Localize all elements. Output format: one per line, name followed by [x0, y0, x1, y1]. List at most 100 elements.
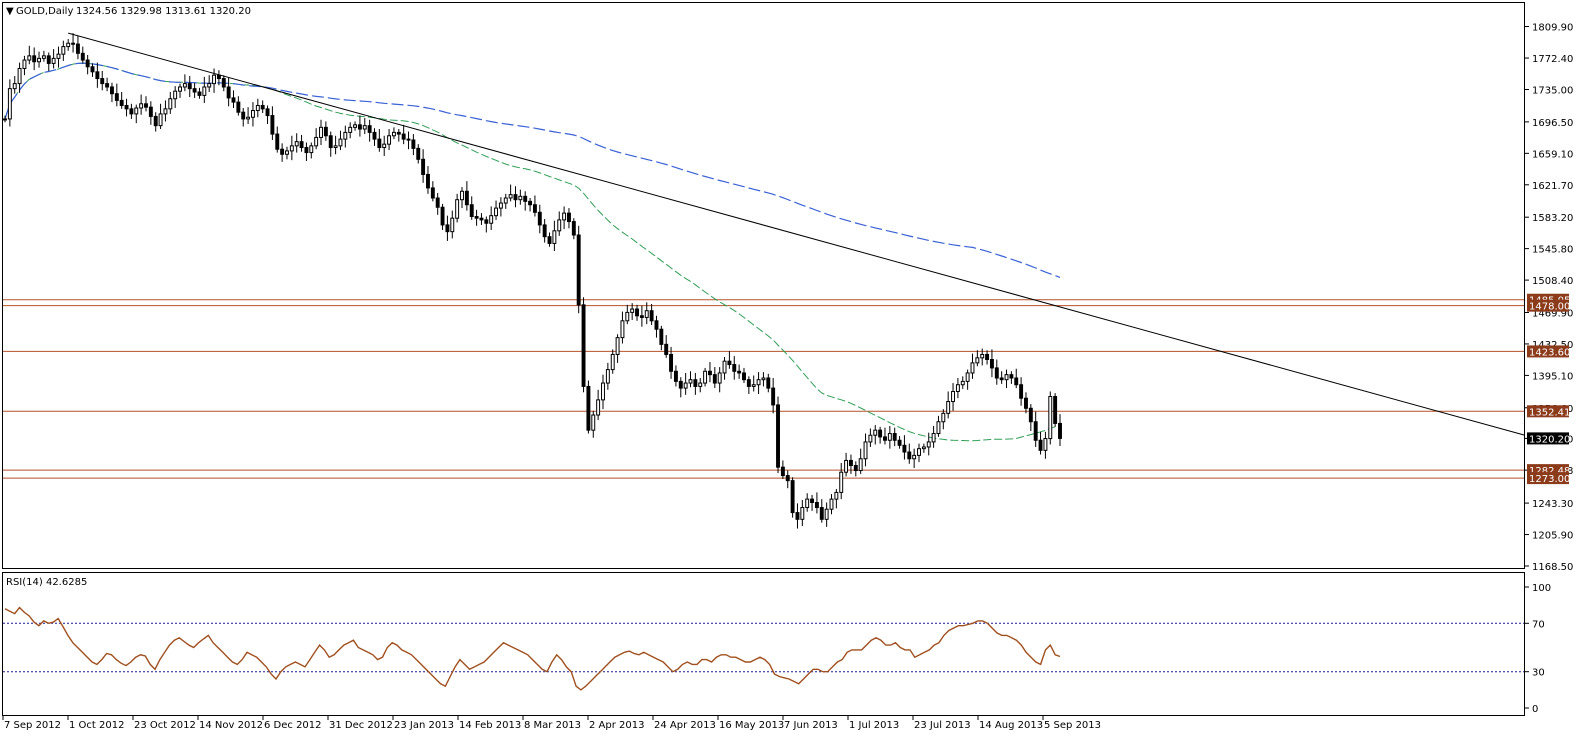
time-axis: 7 Sep 2012 1 Oct 2012 23 Oct 2012 14 Nov 20…: [2, 716, 1101, 731]
candle-body: [46, 55, 51, 64]
candle-body: [134, 107, 139, 115]
candle-body: [95, 71, 100, 80]
candle-body: [926, 441, 931, 448]
candle-body: [649, 310, 654, 322]
candle-body: [357, 124, 362, 130]
candle-body: [883, 436, 887, 441]
candle-body: [921, 446, 926, 450]
candle-body: [246, 116, 251, 120]
price-tag-label: 1273.00: [1529, 474, 1570, 485]
candle-body: [848, 459, 853, 466]
rsi-pane-frame: [2, 572, 1525, 716]
candle-body: [37, 57, 41, 63]
candle-body: [294, 141, 299, 147]
price-tick-label: 1735.00: [1532, 85, 1573, 96]
candle-body: [785, 475, 790, 482]
time-tick-label: 23 Jul 2013: [914, 720, 971, 731]
candle-body: [377, 138, 382, 149]
candle-body: [416, 147, 421, 160]
candle-body: [304, 147, 309, 154]
candle-body: [513, 194, 518, 201]
candle-body: [732, 364, 737, 372]
candle-body: [975, 357, 980, 364]
header-collapse-icon[interactable]: ▼: [6, 6, 14, 17]
time-tick-label: 2 Apr 2013: [589, 720, 644, 731]
candle-body: [445, 224, 450, 233]
ohlc-label: 1324.56 1329.98 1313.61 1320.20: [76, 6, 251, 17]
candle-body: [703, 370, 708, 384]
candle-body: [1024, 397, 1028, 409]
price-tick-label: 1659.10: [1532, 149, 1573, 160]
candle-body: [1048, 396, 1053, 440]
candle-body: [980, 353, 985, 359]
candle-body: [853, 464, 858, 472]
candle-body: [542, 224, 547, 238]
candle-body: [664, 343, 669, 355]
candle-body: [289, 145, 294, 152]
candle-body: [712, 374, 717, 384]
candle-body: [421, 158, 426, 175]
candle-body: [669, 353, 674, 372]
candlesticks: [3, 33, 1062, 529]
candle-body: [440, 206, 445, 226]
rsi-label: RSI(14) 42.6285: [6, 577, 87, 588]
rsi-line: [4, 606, 1061, 691]
time-tick-label: 5 Sep 2013: [1044, 720, 1101, 731]
candle-body: [309, 145, 314, 154]
candle-body: [173, 90, 178, 100]
candle-body: [343, 131, 348, 140]
trendline-line: [68, 32, 1525, 436]
price-tick-label: 1809.90: [1532, 22, 1573, 33]
candle-body: [844, 459, 849, 473]
candle-body: [314, 136, 319, 147]
candle-body: [124, 104, 129, 110]
time-tick-label: 7 Jun 2013: [784, 720, 838, 731]
price-tick-label: 1545.80: [1532, 245, 1573, 256]
candle-body: [693, 379, 698, 387]
candle-body: [187, 83, 192, 90]
price-tag-label: 1423.60: [1529, 347, 1570, 358]
candle-body: [85, 59, 90, 68]
candle-body: [56, 53, 61, 59]
candle-body: [868, 434, 873, 443]
candle-body: [484, 219, 489, 224]
time-tick-label: 31 Dec 2012: [329, 720, 393, 731]
candle-body: [285, 150, 289, 155]
time-tick-label: 16 May 2013: [719, 720, 784, 731]
candle-body: [931, 433, 936, 443]
candle-body: [727, 360, 732, 366]
rsi-tick-label: 0: [1532, 704, 1538, 715]
candle-body: [22, 59, 27, 69]
candle-body: [348, 126, 353, 133]
price-tag-label: 1282.48: [1529, 466, 1570, 477]
candle-body: [489, 215, 494, 224]
candle-body: [742, 372, 746, 381]
candle-body: [464, 190, 469, 206]
candle-body: [328, 135, 333, 149]
candle-body: [698, 382, 703, 387]
candle-body: [965, 372, 970, 382]
candle-body: [537, 211, 542, 226]
candle-body: [401, 133, 406, 140]
price-tag-box: [1527, 432, 1569, 445]
candle-body: [153, 115, 158, 127]
candle-body: [435, 197, 440, 208]
candle-body: [518, 195, 523, 201]
candle-body: [110, 86, 114, 95]
candle-body: [722, 360, 727, 374]
candle-body: [644, 310, 649, 318]
price-tick-label: 1772.40: [1532, 54, 1573, 65]
candle-body: [858, 458, 863, 472]
candle-body: [756, 379, 761, 386]
candle-body: [717, 372, 722, 384]
candle-body: [61, 46, 66, 55]
candle-body: [275, 133, 280, 150]
candle-body: [119, 99, 124, 106]
price-tag-box: [1527, 472, 1569, 485]
candle-body: [917, 448, 921, 456]
candle-body: [819, 507, 824, 520]
price-tick-label: 1395.10: [1532, 371, 1573, 382]
candle-body: [192, 88, 197, 93]
rsi-tick-label: 30: [1532, 668, 1545, 679]
rsi-series: [3, 606, 1524, 691]
